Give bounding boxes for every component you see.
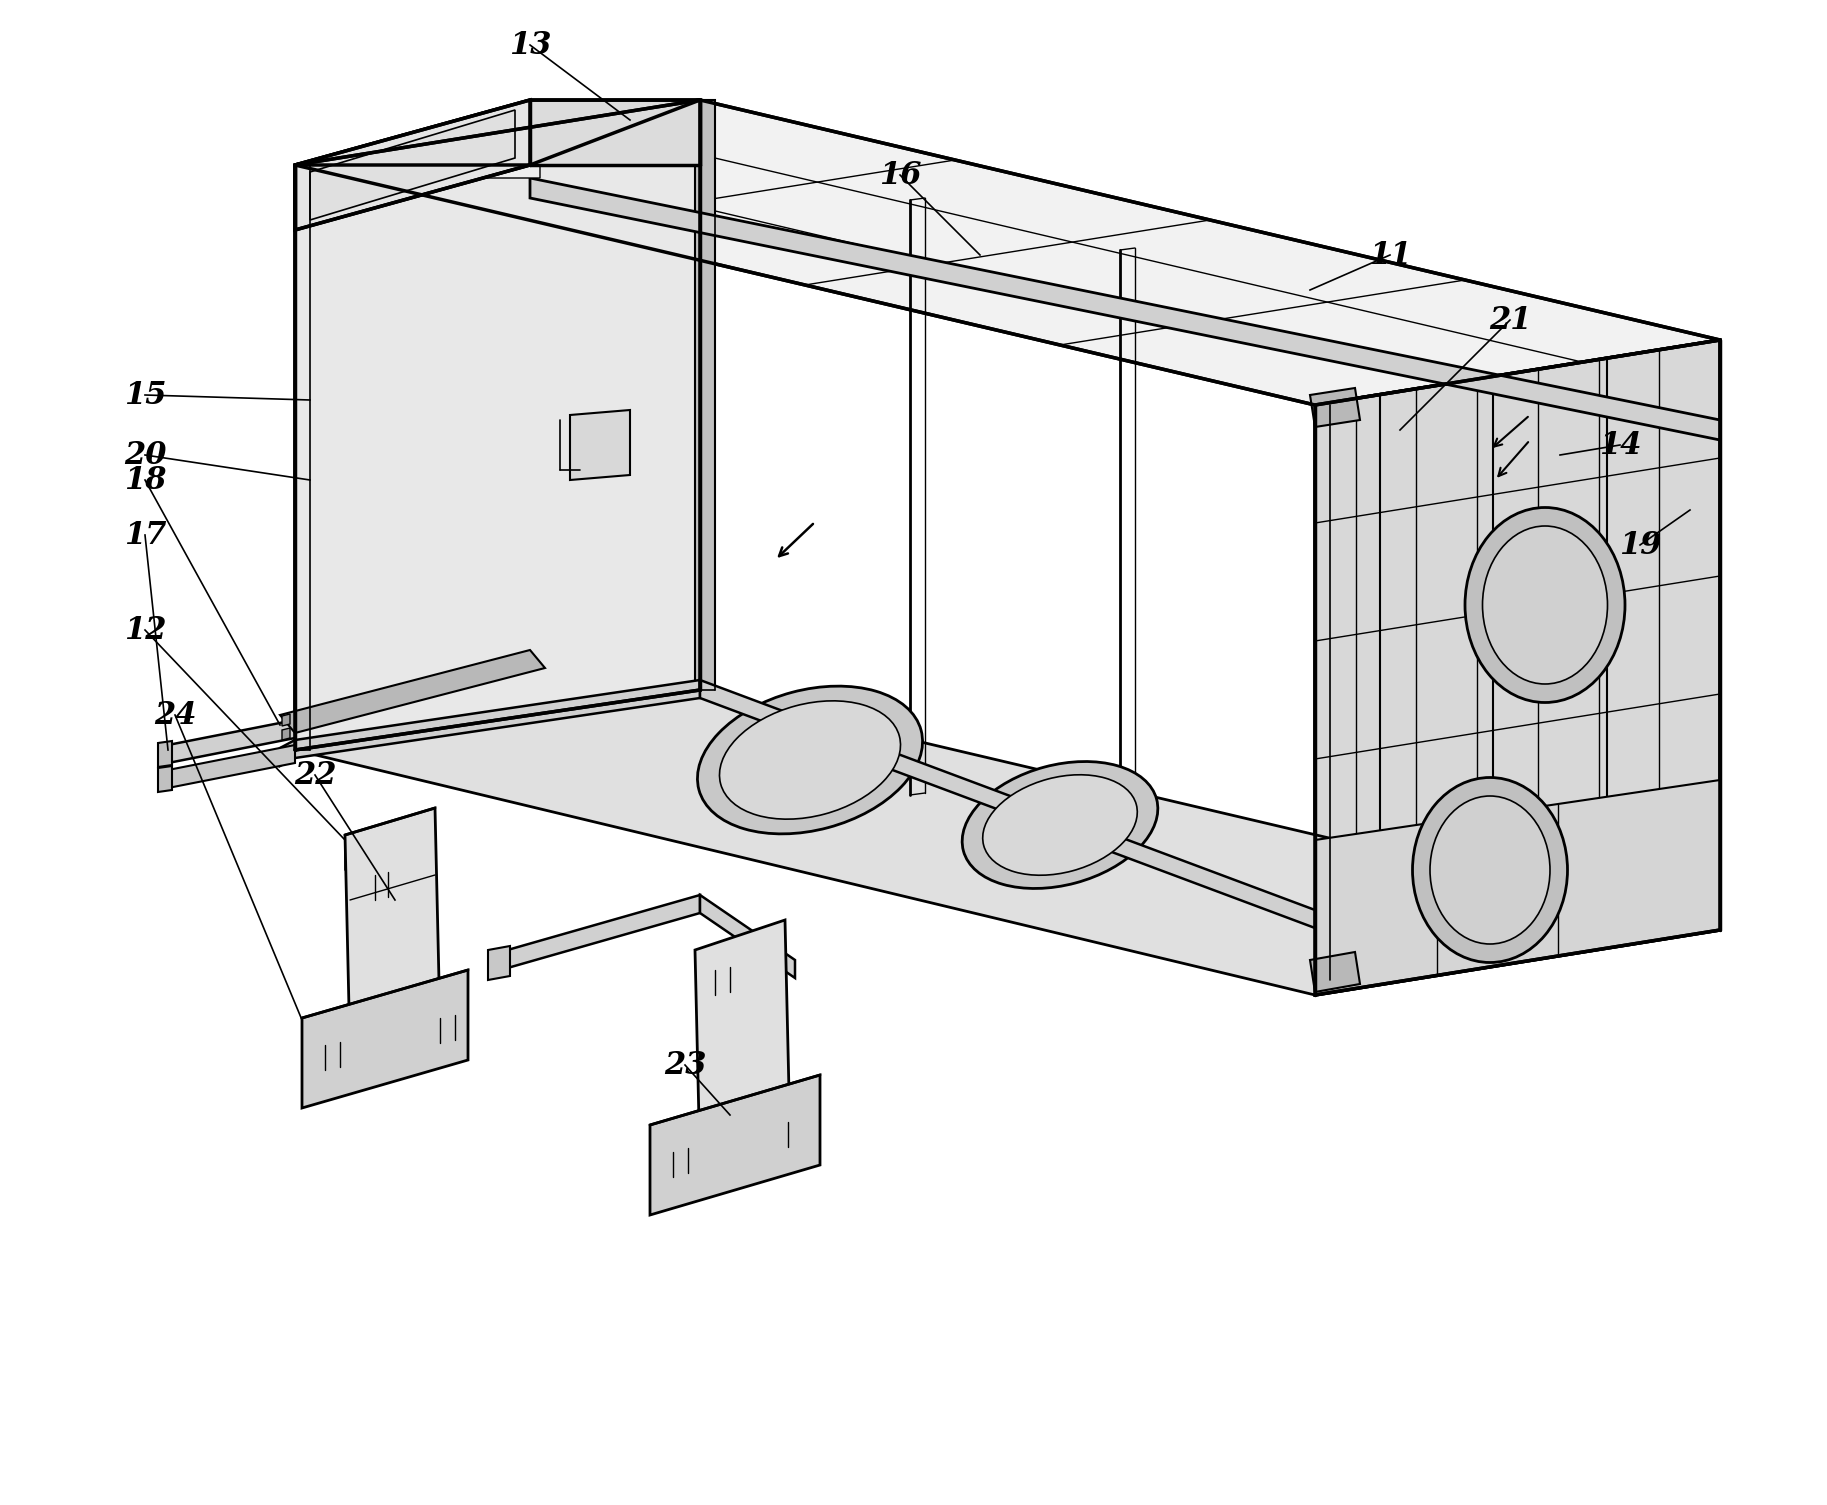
Text: 14: 14 [1599, 429, 1641, 461]
Text: 24: 24 [153, 700, 195, 730]
Ellipse shape [1431, 796, 1549, 944]
Text: 11: 11 [1368, 239, 1410, 271]
Polygon shape [157, 740, 172, 768]
Text: 22: 22 [294, 760, 336, 790]
Polygon shape [280, 680, 700, 766]
Text: 19: 19 [1619, 530, 1661, 560]
Text: 23: 23 [663, 1049, 707, 1081]
Polygon shape [168, 719, 294, 763]
Polygon shape [294, 689, 1719, 995]
Polygon shape [281, 713, 290, 725]
Polygon shape [294, 99, 700, 166]
Ellipse shape [1412, 778, 1568, 963]
Ellipse shape [698, 686, 923, 834]
Polygon shape [1310, 953, 1359, 992]
Polygon shape [281, 728, 290, 740]
Text: 12: 12 [124, 614, 166, 646]
Polygon shape [488, 947, 510, 980]
Polygon shape [311, 110, 515, 220]
Text: 15: 15 [124, 379, 166, 411]
Polygon shape [650, 1075, 820, 1215]
Polygon shape [311, 111, 685, 178]
Polygon shape [294, 99, 530, 230]
Text: 21: 21 [1489, 304, 1531, 336]
Polygon shape [280, 650, 544, 733]
Ellipse shape [963, 762, 1158, 888]
Polygon shape [694, 920, 789, 1165]
Ellipse shape [1482, 527, 1608, 683]
Text: 16: 16 [879, 160, 921, 191]
Polygon shape [294, 99, 700, 749]
Ellipse shape [1465, 507, 1624, 703]
Polygon shape [490, 895, 700, 974]
Polygon shape [1310, 388, 1359, 427]
Polygon shape [294, 99, 1719, 405]
Polygon shape [1315, 340, 1719, 995]
Polygon shape [530, 178, 1719, 439]
Polygon shape [570, 409, 630, 480]
Text: 20: 20 [124, 439, 166, 471]
Polygon shape [1315, 780, 1719, 995]
Polygon shape [530, 99, 700, 166]
Text: 17: 17 [124, 519, 166, 551]
Polygon shape [345, 808, 440, 1052]
Ellipse shape [983, 775, 1136, 876]
Text: 18: 18 [124, 465, 166, 495]
Polygon shape [301, 971, 468, 1108]
Text: 13: 13 [508, 30, 552, 60]
Polygon shape [700, 895, 795, 978]
Polygon shape [157, 766, 172, 792]
Polygon shape [168, 745, 294, 789]
Polygon shape [700, 680, 1315, 929]
Polygon shape [694, 99, 714, 689]
Ellipse shape [720, 701, 901, 819]
